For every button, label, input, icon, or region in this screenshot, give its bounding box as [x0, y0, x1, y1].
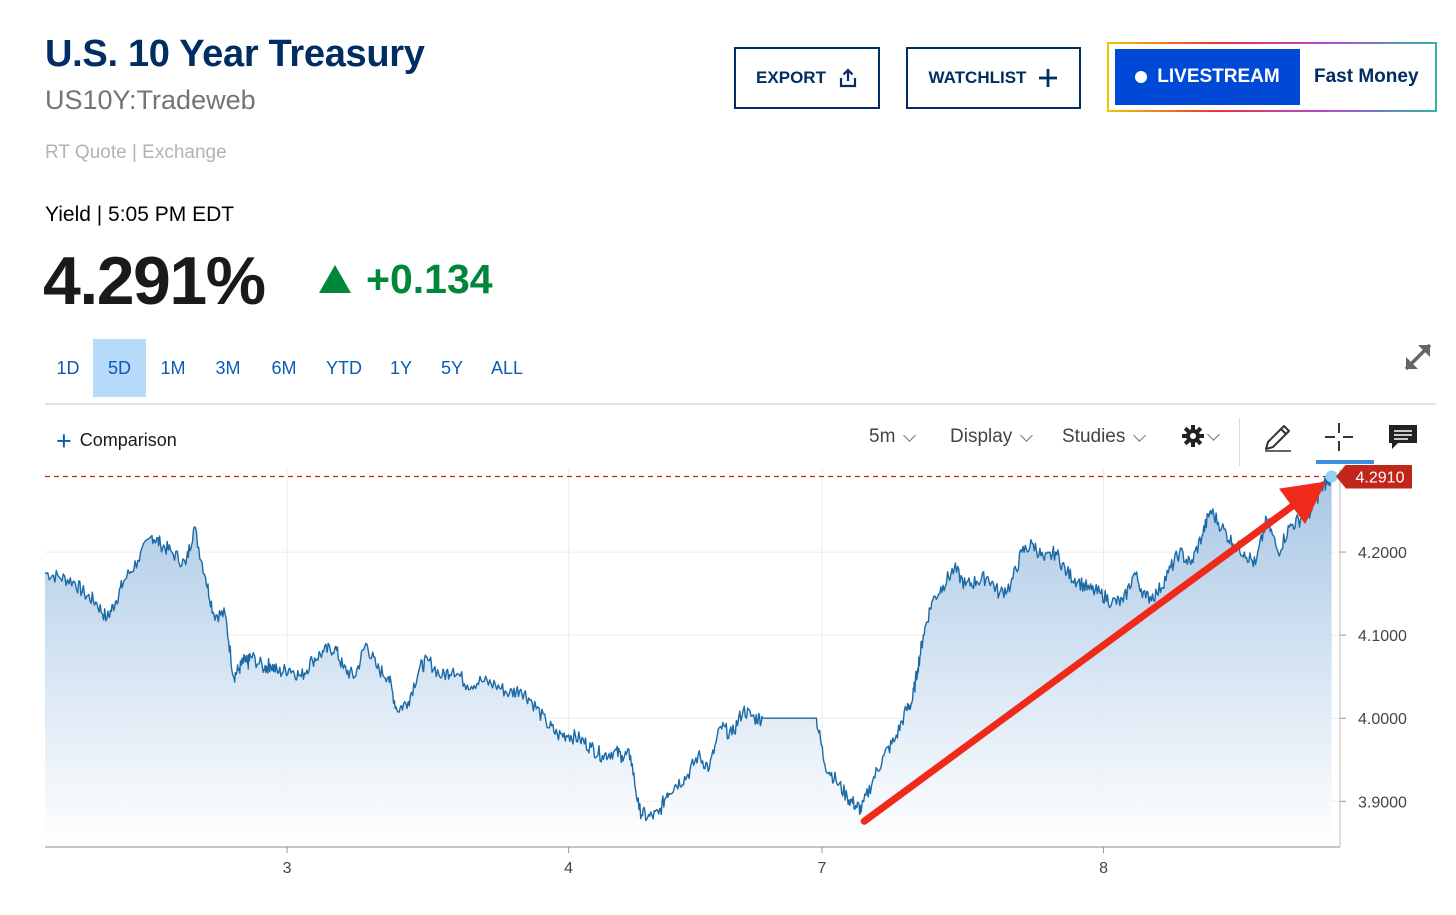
export-label: EXPORT: [756, 68, 826, 87]
export-button[interactable]: EXPORT: [734, 47, 880, 109]
interval-dropdown[interactable]: 5m: [869, 426, 917, 448]
series-line: [44, 472, 1333, 822]
watchlist-button[interactable]: WATCHLIST: [906, 47, 1081, 109]
yield-chart[interactable]: 3.9000 4.0000 4.1000 4.2000 3 4 7 8 4.2910: [0, 465, 1456, 915]
y-tick-label: 4.2000: [1358, 545, 1407, 562]
comparison-button[interactable]: + Comparison: [56, 425, 177, 456]
tab-range-1m[interactable]: 1M: [160, 357, 186, 378]
studies-label: Studies: [1062, 426, 1126, 447]
x-tick-label: 7: [818, 860, 827, 877]
crosshair-icon[interactable]: [1322, 420, 1356, 454]
livestream-label: LIVESTREAM: [1157, 66, 1280, 87]
tab-range-all[interactable]: ALL: [490, 357, 524, 378]
y-tick-label: 4.0000: [1358, 711, 1407, 728]
chevron-down-icon: [1207, 427, 1220, 441]
tab-range-6m[interactable]: 6M: [271, 357, 297, 378]
display-dropdown[interactable]: Display: [950, 426, 1034, 448]
livestream-widget: LIVESTREAM Fast Money: [1107, 42, 1437, 112]
yield-timestamp: Yield | 5:05 PM EDT: [45, 203, 235, 226]
series-area: [45, 473, 1332, 847]
annotation-arrow-shaft: [860, 502, 1296, 825]
tab-range-3m[interactable]: 3M: [215, 357, 241, 378]
tab-range-1y[interactable]: 1Y: [389, 357, 413, 378]
x-tick-label: 3: [283, 860, 292, 877]
expand-icon[interactable]: [1398, 337, 1438, 377]
comparison-label: Comparison: [79, 430, 177, 450]
gear-icon: [1182, 425, 1204, 447]
ticker-symbol: US10Y:Tradeweb: [45, 85, 256, 115]
y-tick-label: 4.1000: [1358, 628, 1407, 645]
live-show-name[interactable]: Fast Money: [1314, 66, 1419, 87]
display-label: Display: [950, 426, 1013, 447]
page-title: U.S. 10 Year Treasury: [45, 33, 425, 75]
studies-dropdown[interactable]: Studies: [1062, 426, 1147, 448]
time-range-tabs: 1D 5D 1M 3M 6M YTD 1Y 5Y ALL: [43, 339, 536, 397]
current-value-label: 4.2910: [1356, 469, 1405, 486]
quote-source: RT Quote | Exchange: [45, 142, 227, 163]
yield-change: +0.134: [366, 256, 493, 302]
chevron-down-icon: [903, 428, 917, 442]
tab-range-1d[interactable]: 1D: [56, 357, 80, 378]
toolbar-separator: [1239, 418, 1240, 466]
interval-label: 5m: [869, 426, 896, 447]
x-tick-label: 8: [1099, 860, 1108, 877]
share-icon: [839, 68, 857, 88]
chevron-down-icon: [1020, 428, 1034, 442]
tab-range-5d[interactable]: 5D: [93, 339, 146, 397]
watchlist-label: WATCHLIST: [928, 68, 1027, 87]
y-tick-label: 3.9000: [1358, 794, 1407, 811]
current-yield: 4.291%: [43, 243, 266, 319]
plus-icon: [1039, 69, 1058, 87]
current-value-dot: [1325, 470, 1338, 483]
current-value-tag: [1336, 465, 1412, 489]
tab-range-ytd[interactable]: YTD: [326, 357, 362, 378]
chevron-down-icon: [1133, 428, 1147, 442]
tab-range-5y[interactable]: 5Y: [440, 357, 464, 378]
settings-dropdown[interactable]: [1181, 424, 1220, 448]
annotation-arrow-head: [1279, 481, 1326, 525]
x-tick-label: 4: [564, 860, 573, 877]
section-divider: [45, 403, 1436, 405]
comment-icon[interactable]: [1386, 420, 1420, 454]
livestream-button[interactable]: LIVESTREAM: [1115, 49, 1300, 105]
pencil-icon[interactable]: [1261, 420, 1295, 454]
live-dot-icon: [1135, 71, 1148, 83]
active-tool-indicator: [1316, 460, 1374, 464]
plus-icon: +: [56, 425, 72, 456]
up-triangle-icon: [319, 265, 351, 293]
